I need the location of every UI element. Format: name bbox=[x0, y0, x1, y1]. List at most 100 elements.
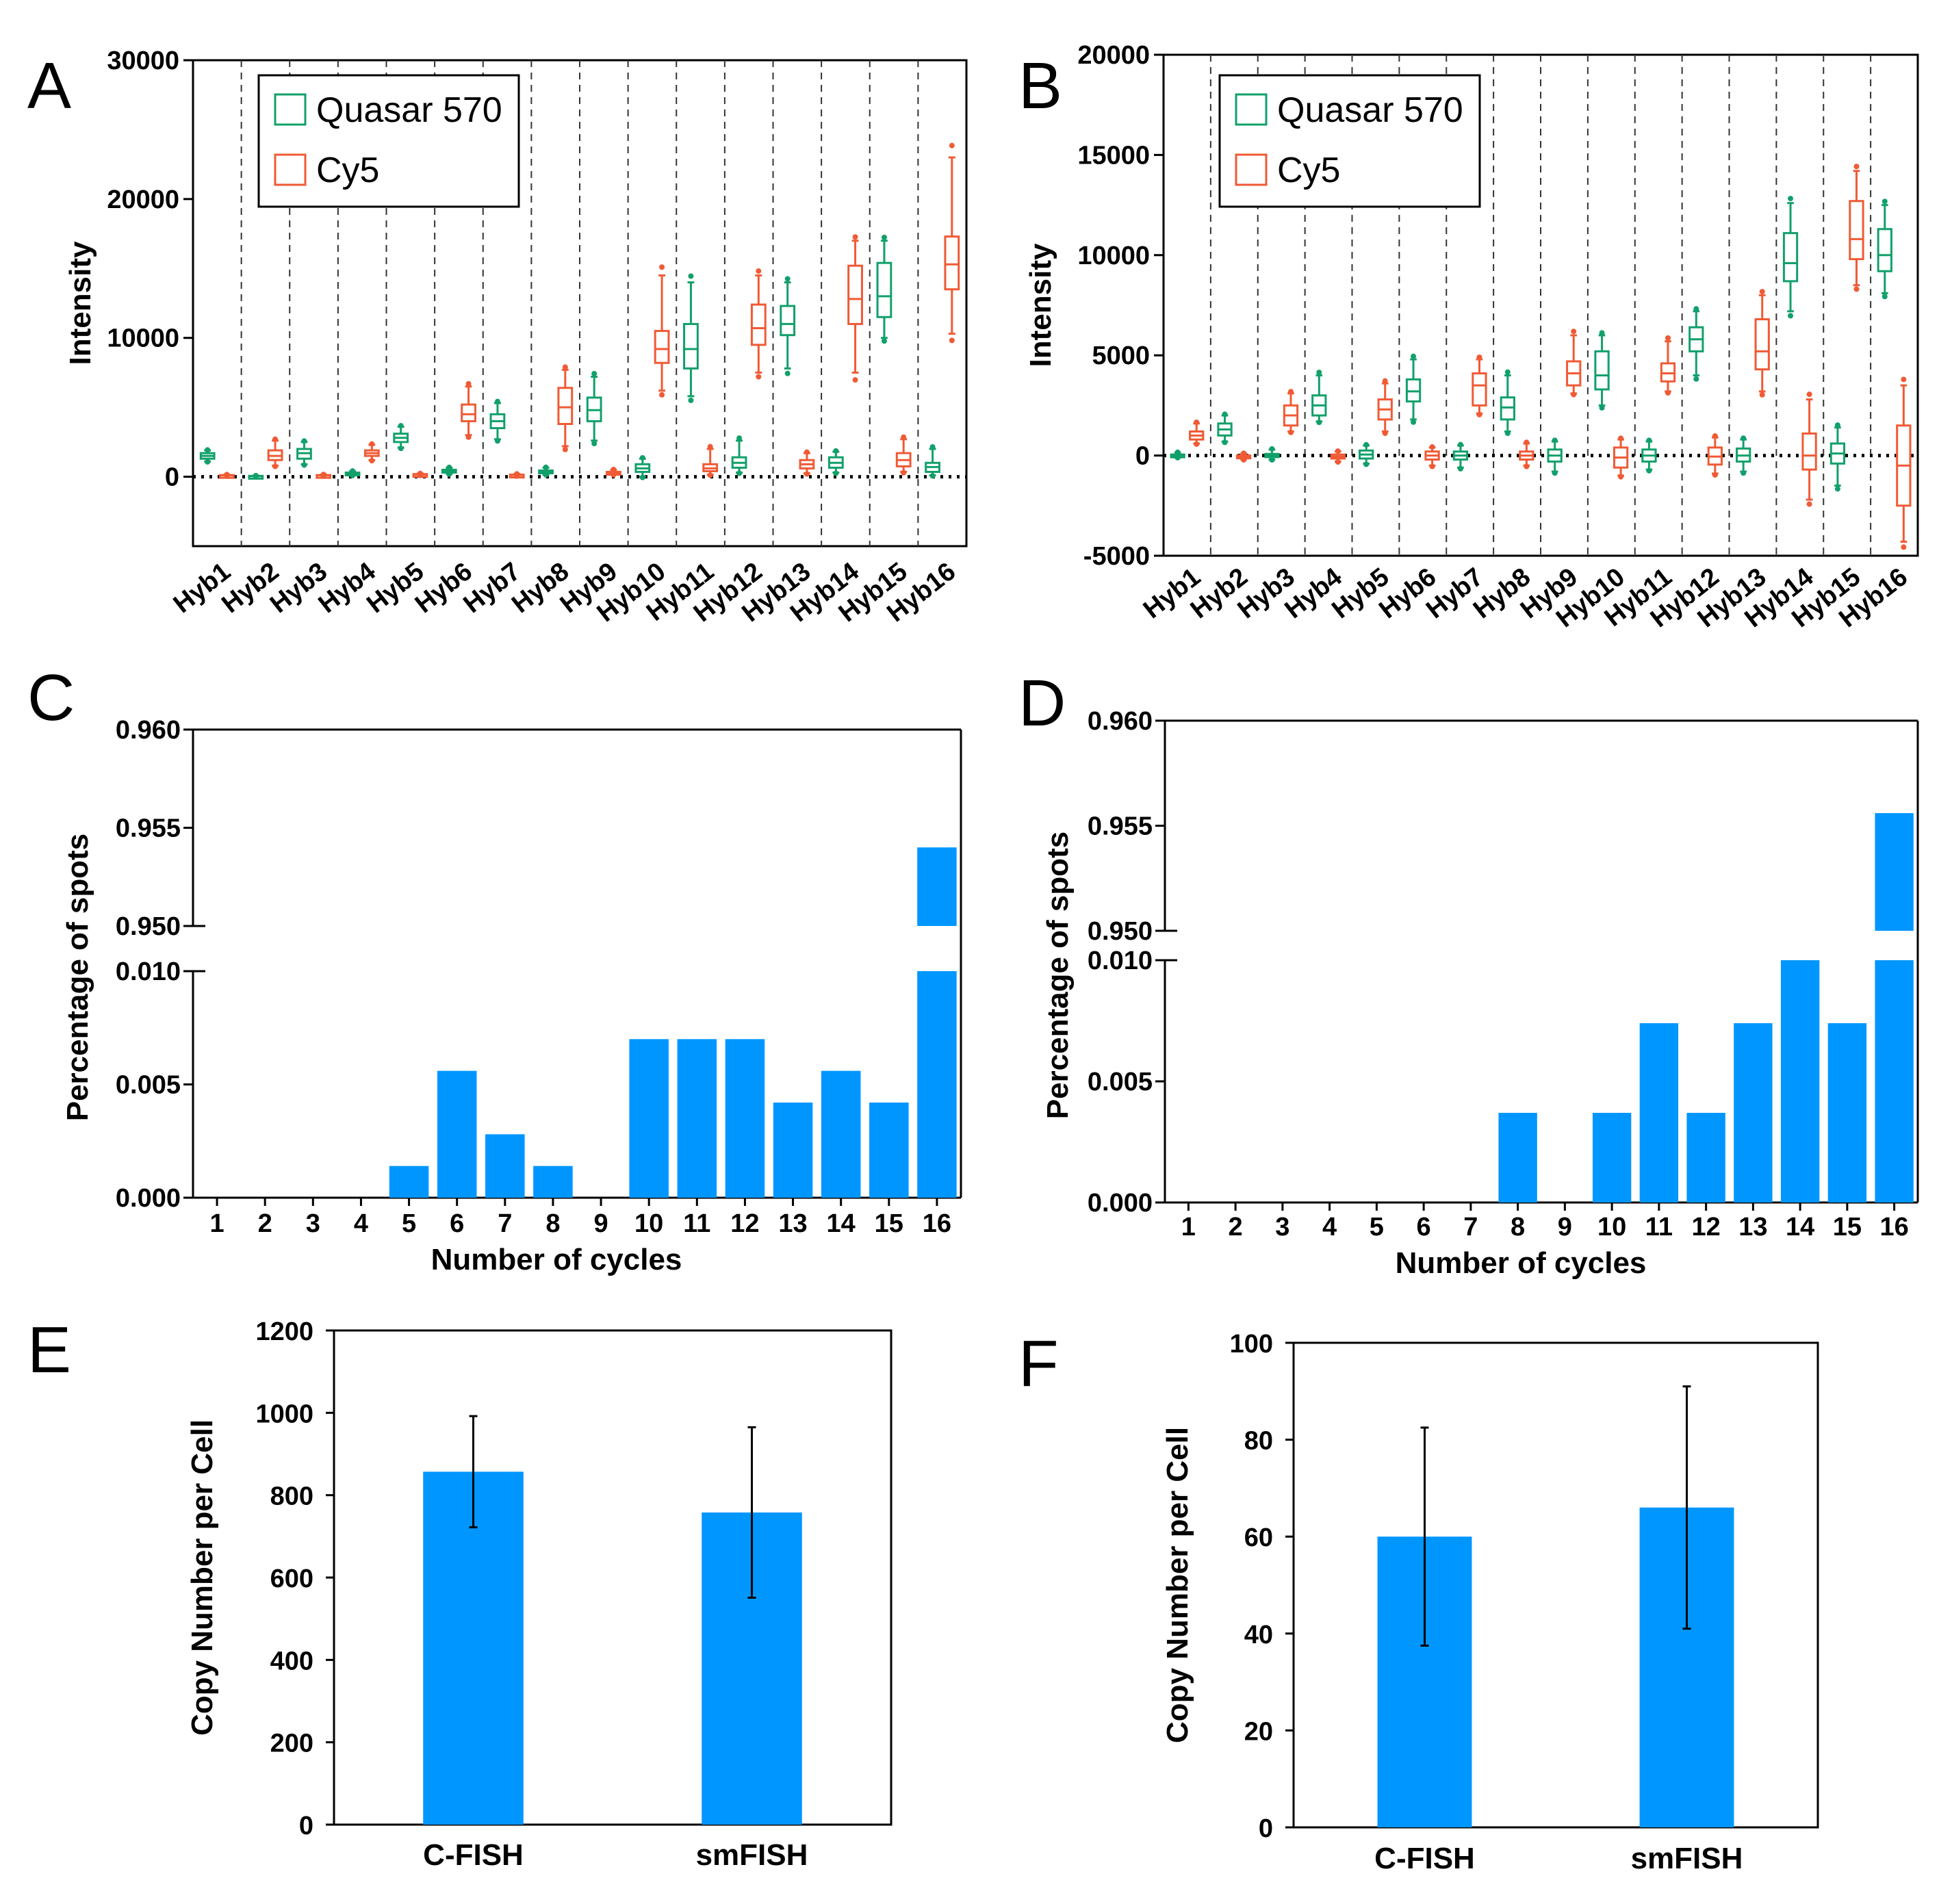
outlier-point bbox=[1882, 198, 1888, 205]
outlier-point bbox=[707, 443, 713, 450]
y-axis-title: Copy Number per Cell bbox=[1161, 1427, 1194, 1743]
outlier-point bbox=[1618, 435, 1624, 441]
box-red-hyb3 bbox=[1283, 389, 1299, 435]
bar-cycle-11 bbox=[677, 1039, 717, 1198]
box-green-hyb13 bbox=[1736, 435, 1751, 476]
outlier-point bbox=[1712, 433, 1718, 439]
outlier-point bbox=[639, 454, 645, 461]
x-tick-label: 6 bbox=[1417, 1213, 1431, 1242]
box-body bbox=[876, 261, 892, 318]
box-body bbox=[944, 235, 960, 291]
x-tick-label: 4 bbox=[354, 1209, 368, 1238]
panel-label-f: F bbox=[1018, 1327, 1059, 1400]
y-axis-title: Copy Number per Cell bbox=[185, 1419, 219, 1736]
outlier-point bbox=[1853, 164, 1860, 170]
box-green-hyb16 bbox=[1877, 198, 1892, 300]
outlier-point bbox=[543, 464, 549, 470]
outlier-point bbox=[1429, 463, 1435, 469]
box-body bbox=[1472, 372, 1487, 407]
panel-label-d: D bbox=[1018, 667, 1066, 740]
outlier-point bbox=[1476, 354, 1482, 360]
outlier-point bbox=[465, 434, 472, 440]
x-tick-label: 1 bbox=[209, 1209, 224, 1238]
x-tick-label: 2 bbox=[1229, 1213, 1243, 1242]
x-tick-label: 10 bbox=[634, 1209, 663, 1238]
x-tick-label: 3 bbox=[1275, 1213, 1289, 1242]
y-tick-label: 0.960 bbox=[1088, 707, 1153, 736]
panel-label-c: C bbox=[27, 661, 75, 734]
outlier-point bbox=[756, 268, 762, 274]
bar-cycle-16-upper bbox=[917, 847, 957, 926]
outlier-point bbox=[1599, 330, 1605, 336]
outlier-point bbox=[1287, 429, 1294, 435]
bar-cycle-6 bbox=[437, 1070, 477, 1198]
outlier-point bbox=[369, 458, 375, 464]
outlier-point bbox=[1693, 306, 1699, 312]
x-category-label: C-FISH bbox=[1374, 1842, 1475, 1875]
y-tick-label: 0.010 bbox=[1088, 947, 1153, 975]
box-red-hyb1 bbox=[1189, 419, 1205, 447]
outlier-point bbox=[205, 447, 211, 453]
box-green-hyb5 bbox=[393, 423, 409, 452]
legend-label: Cy5 bbox=[1277, 151, 1340, 190]
outlier-point bbox=[1194, 441, 1200, 447]
x-tick-label: 16 bbox=[923, 1209, 951, 1238]
x-tick-label: 14 bbox=[827, 1209, 856, 1238]
box-green-hyb7 bbox=[1452, 441, 1469, 472]
box-body bbox=[750, 303, 767, 346]
box-red-hyb12 bbox=[1707, 433, 1723, 478]
outlier-point bbox=[1665, 390, 1671, 396]
x-tick-label: 12 bbox=[730, 1209, 759, 1238]
outlier-point bbox=[1316, 370, 1322, 376]
y-tick-label: 0 bbox=[165, 463, 179, 492]
box-red-hyb5 bbox=[412, 470, 428, 478]
box-green-hyb12 bbox=[731, 435, 747, 476]
x-category-label: smFISH bbox=[1631, 1842, 1743, 1875]
box-red-hyb15 bbox=[895, 434, 912, 476]
legend-label: Quasar 570 bbox=[1277, 90, 1463, 130]
y-tick-label: 200 bbox=[270, 1729, 313, 1758]
legend: Quasar 570 Cy5 bbox=[1218, 74, 1481, 208]
outlier-point bbox=[1646, 437, 1652, 443]
outlier-point bbox=[659, 391, 665, 398]
outlier-point bbox=[494, 398, 500, 404]
outlier-point bbox=[1316, 420, 1322, 426]
y-axis-title: Percentage of spots bbox=[1041, 832, 1075, 1120]
box-green-hyb15 bbox=[876, 234, 892, 344]
bar-cycle-16-lower bbox=[1875, 960, 1914, 1202]
outlier-point bbox=[804, 449, 810, 455]
panel-label-a: A bbox=[27, 49, 71, 123]
box-green-hyb7 bbox=[489, 398, 506, 444]
x-tick-label: 8 bbox=[545, 1209, 560, 1238]
outlier-point bbox=[591, 370, 598, 376]
y-tick-label: 800 bbox=[270, 1482, 313, 1511]
outlier-point bbox=[659, 264, 665, 270]
outlier-point bbox=[929, 473, 936, 479]
bar-cycle-7 bbox=[485, 1134, 525, 1198]
bar-cycle-14 bbox=[821, 1070, 861, 1198]
outlier-point bbox=[833, 448, 839, 454]
box-green-hyb5 bbox=[1359, 441, 1374, 467]
x-tick-label: 5 bbox=[402, 1209, 416, 1238]
box-red-hyb12 bbox=[750, 268, 767, 380]
outlier-point bbox=[707, 472, 713, 478]
box-green-hyb15 bbox=[1829, 422, 1846, 492]
outlier-point bbox=[1335, 459, 1341, 465]
x-tick-label: 3 bbox=[306, 1209, 320, 1238]
y-axis-title: Intensity bbox=[64, 241, 97, 365]
outlier-point bbox=[1552, 437, 1558, 443]
outlier-point bbox=[224, 473, 230, 479]
outlier-point bbox=[494, 438, 500, 444]
x-tick-label: 15 bbox=[875, 1209, 903, 1238]
box-body bbox=[1877, 228, 1892, 272]
box-green-hyb2 bbox=[248, 472, 264, 480]
box-green-hyb13 bbox=[780, 276, 796, 376]
outlier-point bbox=[1222, 411, 1228, 417]
y-tick-label: -5000 bbox=[1083, 542, 1150, 571]
y-tick-label: 0 bbox=[299, 1812, 313, 1840]
box-red-hyb6 bbox=[461, 381, 476, 440]
box-body bbox=[1801, 432, 1817, 471]
y-tick-label: 100 bbox=[1230, 1330, 1273, 1359]
x-tick-label: 1 bbox=[1181, 1213, 1196, 1242]
